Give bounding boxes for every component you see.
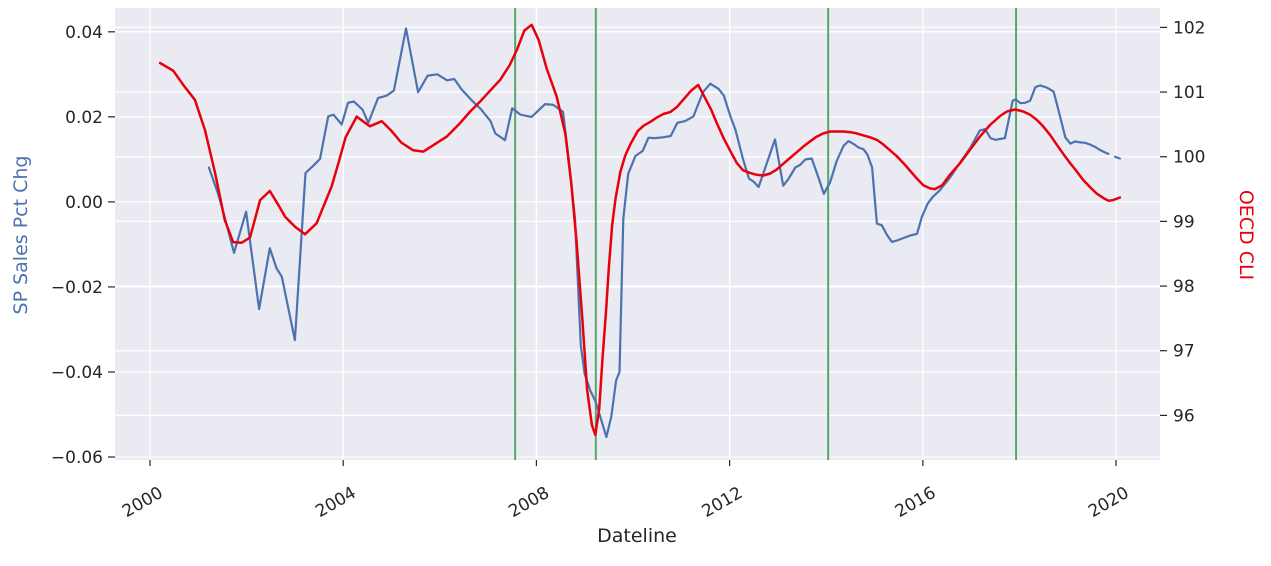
right-y-axis-label: OECD CLI [1235,189,1257,281]
left-y-axis-label: SP Sales Pct Chg [10,155,32,315]
tick-label: 98 [1173,277,1195,297]
x-axis-label: Dateline [597,525,677,547]
tick-label: 97 [1173,342,1195,362]
tick-label: −0.06 [51,448,103,468]
plot-background [115,8,1160,460]
tick-label: 100 [1173,148,1205,168]
tick-label: 2016 [892,483,939,522]
tick-label: 96 [1173,406,1195,426]
tick-label: −0.02 [51,278,103,298]
tick-label: −0.04 [51,363,103,383]
oecd-cli-line [158,23,1122,437]
tick-label: 2012 [699,483,746,522]
tick-label: 0.04 [65,23,103,43]
tick-label: 2020 [1085,483,1132,522]
tick-label: 2004 [312,483,359,522]
event-vlines [514,8,1018,460]
sp-sales-line [207,27,1122,439]
tick-label: 0.00 [65,193,103,213]
gridlines [115,8,1160,460]
tick-label: 0.02 [65,108,103,128]
tick-label: 99 [1173,212,1195,232]
tick-label: 101 [1173,83,1205,103]
tick-label: 102 [1173,18,1205,38]
tick-label: 2008 [505,483,552,522]
tick-label: 2000 [119,483,166,522]
